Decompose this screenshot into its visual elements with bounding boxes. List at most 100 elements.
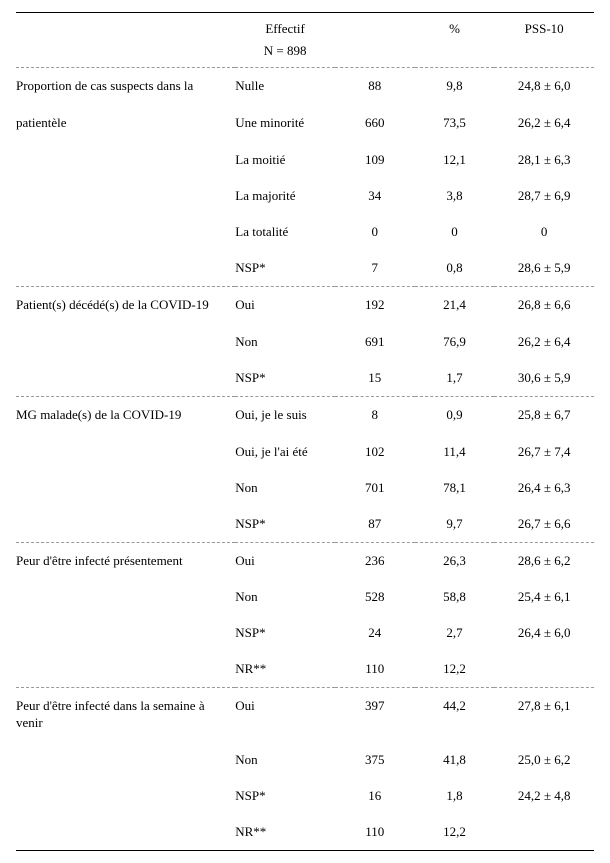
row-pct: 73,5 — [415, 105, 495, 142]
row-pct: 1,7 — [415, 360, 495, 397]
row-pct: 12,1 — [415, 142, 495, 178]
row-description — [16, 579, 235, 615]
row-description: patientèle — [16, 105, 235, 142]
header-effectif: Effectif — [235, 13, 335, 38]
row-description: MG malade(s) de la COVID-19 — [16, 396, 235, 433]
row-pss: 28,1 ± 6,3 — [494, 142, 594, 178]
row-level: NSP* — [235, 778, 335, 814]
row-description — [16, 470, 235, 506]
row-n: 87 — [335, 506, 415, 543]
row-n: 16 — [335, 778, 415, 814]
row-pct: 78,1 — [415, 470, 495, 506]
row-pss: 27,8 ± 6,1 — [494, 688, 594, 742]
row-pss: 25,0 ± 6,2 — [494, 742, 594, 778]
row-pct: 12,2 — [415, 651, 495, 688]
row-description — [16, 778, 235, 814]
row-level: NR** — [235, 814, 335, 851]
row-level: Oui — [235, 688, 335, 742]
row-n: 24 — [335, 615, 415, 651]
data-table: Effectif % PSS-10 N = 898 Proportion de … — [16, 12, 594, 851]
row-pct: 26,3 — [415, 542, 495, 579]
row-pss: 26,7 ± 7,4 — [494, 434, 594, 470]
row-pss: 24,2 ± 4,8 — [494, 778, 594, 814]
row-pss: 28,6 ± 5,9 — [494, 250, 594, 287]
row-description — [16, 506, 235, 543]
row-pct: 76,9 — [415, 324, 495, 360]
row-level: NR** — [235, 651, 335, 688]
row-pss: 25,4 ± 6,1 — [494, 579, 594, 615]
row-pct: 58,8 — [415, 579, 495, 615]
row-level: NSP* — [235, 250, 335, 287]
row-pct: 41,8 — [415, 742, 495, 778]
row-level: Une minorité — [235, 105, 335, 142]
header-pct: % — [415, 13, 495, 38]
header-pss: PSS-10 — [494, 13, 594, 38]
row-description: Peur d'être infecté dans la semaine à ve… — [16, 688, 235, 742]
row-description — [16, 434, 235, 470]
row-pss: 28,6 ± 6,2 — [494, 542, 594, 579]
row-pct: 9,8 — [415, 68, 495, 105]
row-pss: 28,7 ± 6,9 — [494, 178, 594, 214]
row-pct: 2,7 — [415, 615, 495, 651]
row-description — [16, 214, 235, 250]
row-n: 109 — [335, 142, 415, 178]
row-n: 15 — [335, 360, 415, 397]
row-level: La majorité — [235, 178, 335, 214]
row-pct: 9,7 — [415, 506, 495, 543]
row-pct: 44,2 — [415, 688, 495, 742]
row-n: 528 — [335, 579, 415, 615]
row-description — [16, 651, 235, 688]
row-n: 102 — [335, 434, 415, 470]
row-pct: 0,9 — [415, 396, 495, 433]
row-level: Oui — [235, 542, 335, 579]
header-n-label: N = 898 — [235, 37, 335, 68]
row-pss: 24,8 ± 6,0 — [494, 68, 594, 105]
row-description — [16, 814, 235, 851]
row-pss: 26,2 ± 6,4 — [494, 105, 594, 142]
row-n: 34 — [335, 178, 415, 214]
row-level: NSP* — [235, 615, 335, 651]
row-pss: 26,2 ± 6,4 — [494, 324, 594, 360]
row-description — [16, 250, 235, 287]
row-description — [16, 324, 235, 360]
row-pss: 26,4 ± 6,0 — [494, 615, 594, 651]
row-n: 660 — [335, 105, 415, 142]
row-level: La moitié — [235, 142, 335, 178]
row-n: 110 — [335, 814, 415, 851]
row-n: 691 — [335, 324, 415, 360]
row-pss: 30,6 ± 5,9 — [494, 360, 594, 397]
row-description — [16, 360, 235, 397]
row-pct: 21,4 — [415, 286, 495, 323]
row-description: Peur d'être infecté présentement — [16, 542, 235, 579]
row-pss: 26,4 ± 6,3 — [494, 470, 594, 506]
row-level: Non — [235, 470, 335, 506]
row-level: La totalité — [235, 214, 335, 250]
row-level: Oui, je l'ai été — [235, 434, 335, 470]
row-n: 88 — [335, 68, 415, 105]
row-n: 8 — [335, 396, 415, 433]
row-n: 192 — [335, 286, 415, 323]
row-level: Non — [235, 324, 335, 360]
row-pct: 0,8 — [415, 250, 495, 287]
row-level: Oui, je le suis — [235, 396, 335, 433]
row-level: Non — [235, 742, 335, 778]
row-level: Oui — [235, 286, 335, 323]
row-description: Patient(s) décédé(s) de la COVID-19 — [16, 286, 235, 323]
row-level: NSP* — [235, 506, 335, 543]
row-n: 7 — [335, 250, 415, 287]
row-pct: 12,2 — [415, 814, 495, 851]
row-description — [16, 142, 235, 178]
row-pct: 11,4 — [415, 434, 495, 470]
row-n: 0 — [335, 214, 415, 250]
row-pss — [494, 814, 594, 851]
row-pss — [494, 651, 594, 688]
row-description — [16, 615, 235, 651]
row-n: 397 — [335, 688, 415, 742]
row-level: Non — [235, 579, 335, 615]
row-level: Nulle — [235, 68, 335, 105]
row-level: NSP* — [235, 360, 335, 397]
row-pss: 25,8 ± 6,7 — [494, 396, 594, 433]
row-n: 375 — [335, 742, 415, 778]
row-description: Proportion de cas suspects dans la — [16, 68, 235, 105]
row-n: 110 — [335, 651, 415, 688]
